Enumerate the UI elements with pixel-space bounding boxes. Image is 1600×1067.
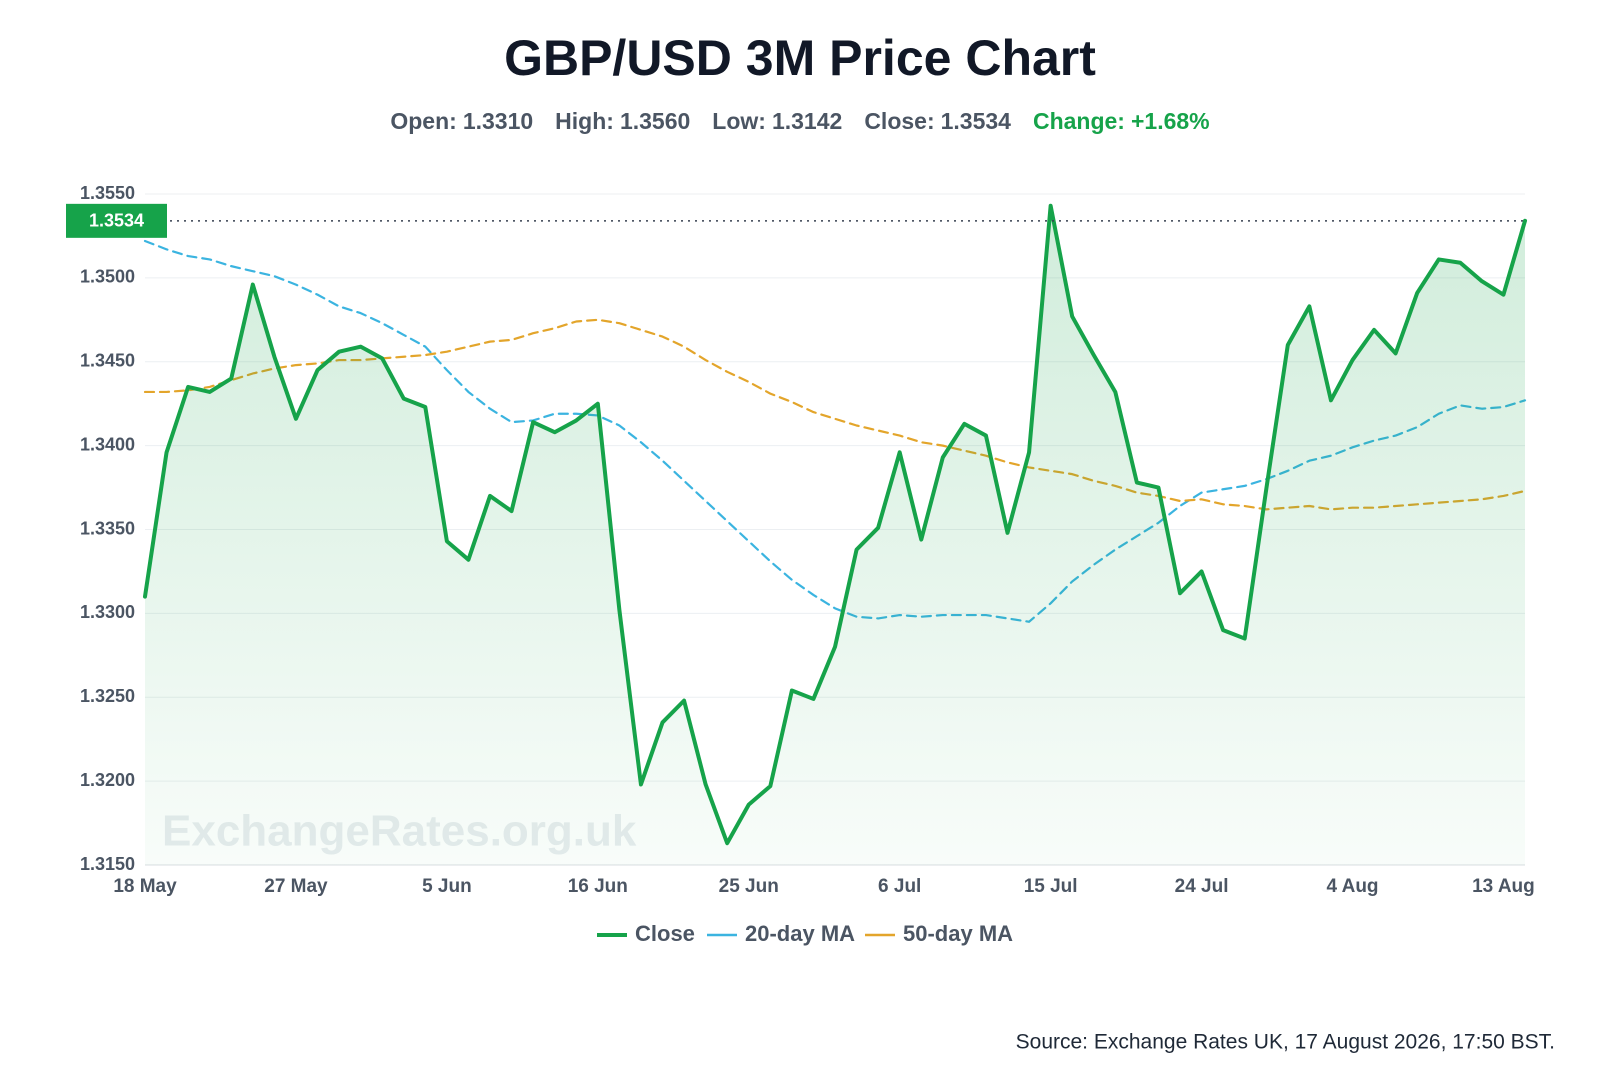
chart-title: GBP/USD 3M Price Chart xyxy=(504,30,1096,86)
stat-value: 1.3310 xyxy=(463,108,533,134)
source-note: Source: Exchange Rates UK, 17 August 202… xyxy=(1016,1031,1555,1054)
stat-label: Open: xyxy=(390,108,456,134)
x-tick-label: 24 Jul xyxy=(1175,876,1229,897)
x-tick-label: 25 Jun xyxy=(719,876,779,897)
x-tick-label: 13 Aug xyxy=(1472,876,1535,897)
y-tick-label: 1.3350 xyxy=(80,518,135,538)
series-area xyxy=(145,205,1525,866)
last-price-label: 1.3534 xyxy=(89,211,144,231)
stat-value: 1.3534 xyxy=(941,108,1012,134)
y-tick-label: 1.3450 xyxy=(80,351,135,371)
x-tick-label: 4 Aug xyxy=(1326,876,1378,897)
y-tick-label: 1.3300 xyxy=(80,602,135,622)
stat-label: Low: xyxy=(712,108,766,134)
x-tick-label: 18 May xyxy=(113,876,177,897)
y-tick-label: 1.3250 xyxy=(80,686,135,706)
stat-label: High: xyxy=(555,108,614,134)
x-tick-label: 27 May xyxy=(264,876,328,897)
y-tick-label: 1.3200 xyxy=(80,770,135,790)
stat-label: Close: xyxy=(864,108,934,134)
legend-label: 20-day MA xyxy=(745,921,855,946)
y-tick-label: 1.3400 xyxy=(80,434,135,454)
legend-label: Close xyxy=(635,921,695,946)
last-price-badge xyxy=(66,203,167,238)
stat-value: 1.3142 xyxy=(772,108,842,134)
x-tick-label: 15 Jul xyxy=(1024,876,1078,897)
y-tick-label: 1.3500 xyxy=(80,267,135,287)
stat-value: 1.3560 xyxy=(620,108,690,134)
change-value: +1.68% xyxy=(1131,108,1210,134)
x-tick-label: 5 Jun xyxy=(422,876,472,897)
y-tick-label: 1.3550 xyxy=(80,183,135,203)
stats-line: Open: 1.3310 High: 1.3560 Low: 1.3142 Close: 1.… xyxy=(390,108,1209,134)
y-tick-label: 1.3150 xyxy=(80,854,135,874)
x-tick-label: 16 Jun xyxy=(568,876,628,897)
x-tick-label: 6 Jul xyxy=(878,876,921,897)
series-line xyxy=(143,203,1527,846)
legend-label: 50-day MA xyxy=(903,921,1013,946)
change-label: Change: xyxy=(1033,108,1125,134)
